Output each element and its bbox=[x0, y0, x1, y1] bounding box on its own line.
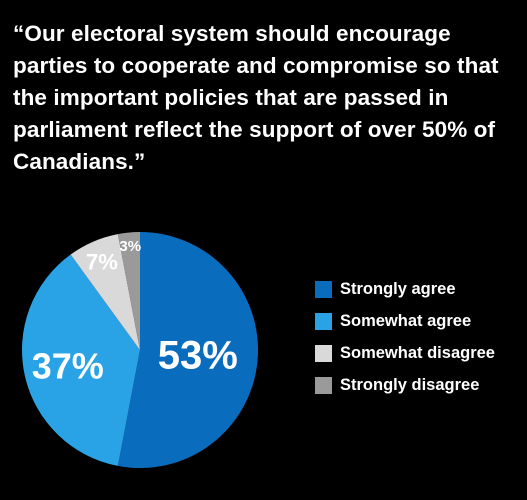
pie-slice-label-strongly-agree: 53% bbox=[158, 333, 238, 377]
legend-swatch-strongly-disagree bbox=[315, 376, 332, 394]
pie-slices bbox=[22, 231, 259, 468]
legend-swatch-somewhat-disagree bbox=[315, 344, 332, 362]
pie-slice-label-strongly-disagree: 3% bbox=[119, 238, 141, 255]
pie-slice-label-somewhat-agree: 37% bbox=[32, 346, 104, 387]
legend-item-strongly-disagree: Strongly disagree bbox=[315, 369, 495, 401]
legend-label-strongly-disagree: Strongly disagree bbox=[340, 375, 480, 394]
pie-slice-label-somewhat-disagree: 7% bbox=[86, 249, 118, 274]
quote-title: “Our electoral system should encourage p… bbox=[13, 21, 499, 174]
pie-slice-somewhat-disagree bbox=[70, 234, 140, 350]
legend-label-somewhat-disagree: Somewhat disagree bbox=[340, 343, 495, 362]
legend-item-somewhat-disagree: Somewhat disagree bbox=[315, 337, 495, 369]
legend: Strongly agree Somewhat agree Somewhat d… bbox=[315, 273, 495, 401]
pie-slice-labels: 53% 37% 7%3% bbox=[32, 238, 238, 387]
legend-label-somewhat-agree: Somewhat agree bbox=[340, 311, 472, 330]
pie-slice-somewhat-agree bbox=[22, 254, 141, 466]
legend-swatch-somewhat-agree bbox=[315, 312, 332, 330]
legend-swatch-strongly-agree bbox=[315, 280, 332, 298]
legend-item-strongly-agree: Strongly agree bbox=[315, 273, 495, 305]
pie-slice-strongly-agree bbox=[117, 231, 259, 468]
legend-item-somewhat-agree: Somewhat agree bbox=[315, 305, 495, 337]
pie-slice-strongly-disagree bbox=[117, 232, 140, 350]
legend-label-strongly-agree: Strongly agree bbox=[340, 279, 456, 298]
